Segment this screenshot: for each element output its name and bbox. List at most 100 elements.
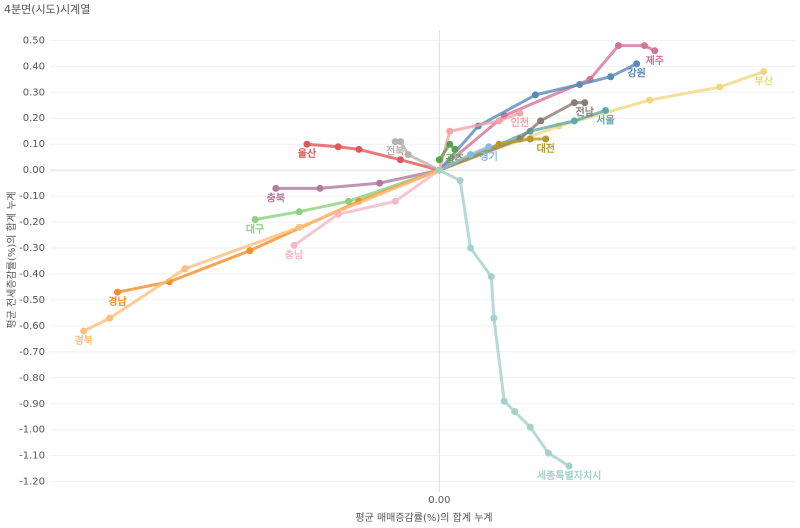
- data-point: [607, 73, 615, 81]
- data-point: [106, 314, 114, 322]
- y-tick-label: -1.00: [19, 425, 45, 436]
- data-point: [760, 68, 768, 76]
- series-line: [438, 168, 570, 468]
- y-tick-label: 0.10: [23, 139, 45, 150]
- y-tick-label: 0.00: [23, 165, 45, 176]
- series-line: [306, 142, 440, 172]
- series-label: 경북: [75, 334, 93, 347]
- data-point: [345, 197, 353, 205]
- data-point: [246, 247, 254, 255]
- data-point: [537, 117, 545, 125]
- data-point: [355, 145, 363, 153]
- series-line: [83, 168, 440, 333]
- data-point: [581, 99, 589, 107]
- y-tick-label: -1.20: [19, 477, 45, 488]
- data-point: [467, 151, 475, 159]
- series-line: [293, 168, 441, 247]
- data-point: [602, 106, 610, 114]
- data-point: [272, 184, 280, 192]
- data-point: [570, 117, 578, 125]
- data-point: [396, 156, 404, 164]
- y-axis-label: 평균 전세증감률(%)의 합계 누계: [6, 191, 18, 328]
- x-axis-label: 평균 매매증감률(%)의 합계 누계: [355, 512, 492, 524]
- data-point: [485, 143, 493, 151]
- data-point: [614, 42, 622, 50]
- y-tick-label: -0.40: [19, 269, 45, 280]
- series-label: 부산: [755, 75, 774, 88]
- data-point: [446, 140, 454, 148]
- y-tick-label: -0.20: [19, 217, 45, 228]
- data-point: [181, 265, 189, 273]
- data-point: [404, 151, 412, 159]
- series-label: 인천: [511, 116, 529, 129]
- x-tick-label: 0.00: [428, 495, 450, 506]
- series-label: 대구: [246, 222, 264, 235]
- data-point: [716, 83, 724, 91]
- data-point: [80, 327, 88, 335]
- data-point: [295, 223, 303, 231]
- data-point: [526, 135, 534, 143]
- data-point: [526, 423, 534, 431]
- data-point: [651, 47, 659, 55]
- data-point: [495, 140, 503, 148]
- data-point: [391, 138, 399, 146]
- data-point: [295, 208, 303, 216]
- data-point: [544, 449, 552, 457]
- data-point: [391, 197, 399, 205]
- data-point: [633, 60, 641, 68]
- data-point: [531, 91, 539, 99]
- data-point: [334, 143, 342, 151]
- data-point: [516, 109, 524, 117]
- y-tick-label: -0.80: [19, 373, 45, 384]
- series-label: 광주: [446, 153, 464, 165]
- series-line: [254, 168, 440, 221]
- series-label: 대전: [537, 142, 555, 155]
- data-point: [446, 127, 454, 135]
- series-label: 충북: [267, 191, 285, 204]
- data-point: [640, 42, 648, 50]
- data-point: [511, 408, 519, 416]
- series-label: 전북: [386, 145, 404, 158]
- data-point: [542, 135, 550, 143]
- series-label: 충남: [285, 248, 304, 261]
- data-point: [113, 288, 121, 296]
- data-point: [495, 117, 503, 125]
- series-line: [438, 62, 638, 172]
- data-point: [376, 179, 384, 187]
- y-tick-label: 0.30: [23, 87, 45, 98]
- y-tick-label: -1.10: [19, 451, 45, 462]
- data-point: [290, 241, 298, 249]
- y-tick-label: -0.70: [19, 347, 45, 358]
- series-label: 경남: [108, 295, 127, 308]
- data-point: [487, 273, 495, 281]
- data-point: [490, 314, 498, 322]
- chart-title: 4분면(시도)시계열: [4, 3, 90, 16]
- data-point: [500, 397, 508, 405]
- data-point: [570, 99, 578, 107]
- data-point: [316, 184, 324, 192]
- y-tick-label: 0.40: [23, 61, 45, 72]
- data-point: [435, 166, 443, 174]
- series-label: 제주: [646, 54, 664, 67]
- data-point: [456, 177, 464, 185]
- y-tick-label: 0.20: [23, 113, 45, 124]
- data-point: [303, 140, 311, 148]
- data-point: [396, 138, 404, 146]
- y-tick-label: -0.10: [19, 191, 45, 202]
- data-point: [646, 96, 654, 104]
- data-point: [467, 244, 475, 252]
- data-point: [251, 215, 259, 223]
- series-label: 강원: [627, 67, 645, 80]
- series-label: 세종특별자치시: [537, 469, 601, 482]
- series-label: 서울: [596, 113, 614, 126]
- series-label: 울산: [298, 147, 317, 160]
- series-label: 전남: [576, 106, 595, 119]
- data-point: [576, 81, 584, 89]
- y-tick-label: -0.30: [19, 243, 45, 254]
- series-label: 경기: [479, 150, 497, 163]
- y-tick-label: -0.50: [19, 295, 45, 306]
- y-tick-label: 0.50: [23, 35, 45, 46]
- data-point: [451, 145, 459, 153]
- data-point: [435, 156, 443, 164]
